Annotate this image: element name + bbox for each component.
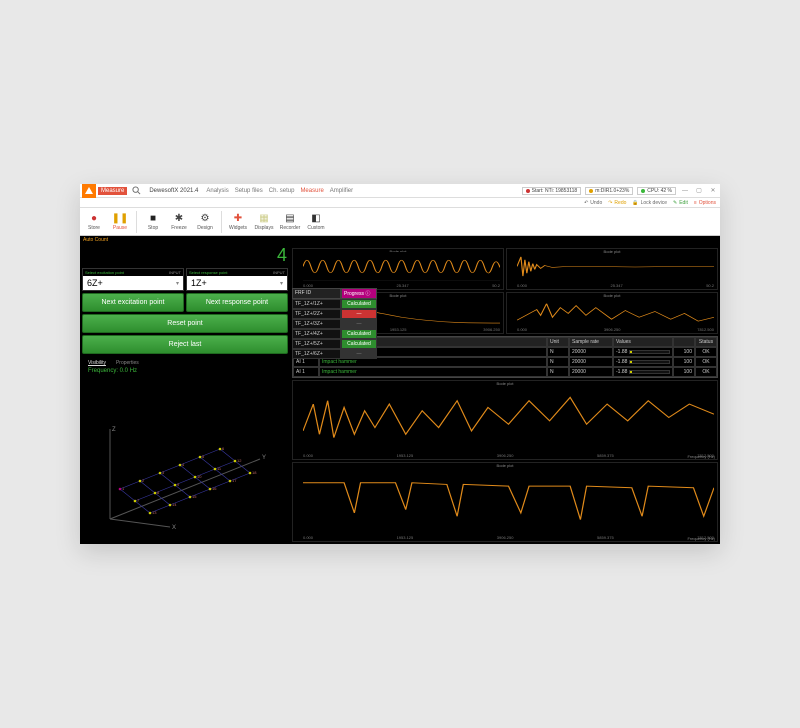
svg-text:17: 17 (232, 478, 237, 483)
bode-plot-1[interactable]: Bode plot 0.00025.34750.2 (292, 248, 504, 290)
svg-text:7: 7 (137, 498, 140, 503)
svg-text:8: 8 (157, 490, 160, 495)
svg-text:15: 15 (192, 494, 197, 499)
svg-text:Z: Z (112, 427, 116, 433)
bode-plot-wide-2[interactable]: Bode plot 0.0001953.1253906.2505859.3757… (292, 462, 718, 542)
custom-button[interactable]: ◧Custom (304, 210, 328, 234)
reset-point-button[interactable]: Reset point (82, 314, 288, 333)
tab-measure[interactable]: Measure (300, 188, 323, 194)
hit-counter: 4 (260, 244, 290, 266)
svg-text:6: 6 (222, 446, 225, 451)
app-logo-icon (82, 184, 96, 198)
store-button[interactable]: ●Store (82, 210, 106, 234)
bode-plot-2[interactable]: Bode plot 0.00025.34750.2 (506, 248, 718, 290)
svg-text:16: 16 (212, 486, 217, 491)
svg-text:1: 1 (122, 486, 125, 491)
edit-button[interactable]: ✎ Edit (673, 200, 688, 206)
app-window: Measure DewesoftX 2021.4 Analysis Setup … (80, 184, 720, 544)
titlebar: Measure DewesoftX 2021.4 Analysis Setup … (80, 184, 720, 198)
displays-button[interactable]: ▦Displays (252, 210, 276, 234)
freeze-button[interactable]: ✱Freeze (167, 210, 191, 234)
geometry-3d-view[interactable]: ZYX123456789101112131415161718 (80, 374, 290, 544)
chevron-down-icon[interactable]: ▾ (280, 280, 283, 287)
svg-text:13: 13 (152, 510, 157, 515)
tab-setupfiles[interactable]: Setup files (235, 188, 263, 194)
pause-button[interactable]: ❚❚Pause (108, 210, 132, 234)
content-area: 4 Select excitation pointINPUT 6Z+▾ Sele… (80, 244, 720, 544)
status-badge-2: m:DIR1.0+23% (585, 187, 633, 195)
autocount-bar: Auto Count (80, 236, 720, 244)
lock-device-button[interactable]: 🔒 Lock device (632, 200, 667, 206)
subbar: ↶ Undo ↷ Redo 🔒 Lock device ✎ Edit ≡ Opt… (80, 198, 720, 208)
tab-amplifier[interactable]: Amplifier (330, 188, 353, 194)
response-field[interactable]: Select response pointINPUT 1Z+▾ (186, 268, 288, 291)
viz-tabs: Visibility Properties (80, 356, 290, 366)
left-pane: 4 Select excitation pointINPUT 6Z+▾ Sele… (80, 244, 290, 544)
svg-text:12: 12 (237, 458, 242, 463)
svg-text:5: 5 (202, 454, 205, 459)
app-title: DewesoftX 2021.4 (149, 188, 198, 194)
frequency-label: Frequency: 0.0 Hz (80, 366, 290, 374)
mode-badge: Measure (98, 187, 127, 195)
next-response-button[interactable]: Next response point (186, 293, 288, 312)
tab-chsetup[interactable]: Ch. setup (269, 188, 295, 194)
tab-analysis[interactable]: Analysis (206, 188, 228, 194)
undo-button[interactable]: ↶ Undo (584, 200, 602, 206)
svg-text:Y: Y (262, 455, 266, 461)
svg-text:14: 14 (172, 502, 177, 507)
svg-text:2: 2 (142, 478, 145, 483)
minimize-button[interactable]: — (680, 188, 690, 194)
excitation-field[interactable]: Select excitation pointINPUT 6Z+▾ (82, 268, 184, 291)
bode-plot-wide-1[interactable]: Bode plot 0.0001953.1253906.2505859.3757… (292, 380, 718, 460)
recorder-button[interactable]: ▤Recorder (278, 210, 302, 234)
close-button[interactable]: ✕ (708, 187, 718, 194)
toolbar: ●Store❚❚Pause ■Stop✱Freeze⚙Design ✚Widgets… (80, 208, 720, 236)
widgets-button[interactable]: ✚Widgets (226, 210, 250, 234)
svg-text:3: 3 (162, 470, 165, 475)
design-button[interactable]: ⚙Design (193, 210, 217, 234)
maximize-button[interactable]: ▢ (694, 187, 704, 194)
svg-text:9: 9 (177, 482, 180, 487)
next-excitation-button[interactable]: Next excitation point (82, 293, 184, 312)
options-button[interactable]: ≡ Options (694, 200, 716, 206)
chevron-down-icon[interactable]: ▾ (176, 280, 179, 287)
status-badge-1: Start: NTi: 19853118 (522, 187, 582, 195)
svg-text:18: 18 (252, 470, 257, 475)
bode-plot-4[interactable]: Bode plot 0.0003906.2507812.500 (506, 292, 718, 334)
redo-button[interactable]: ↷ Redo (608, 200, 626, 206)
status-badge-3: CPU: 42 % (637, 187, 676, 195)
svg-text:10: 10 (197, 474, 202, 479)
reject-last-button[interactable]: Reject last (82, 335, 288, 354)
search-icon[interactable] (129, 184, 143, 198)
svg-text:X: X (172, 525, 176, 531)
stop-button[interactable]: ■Stop (141, 210, 165, 234)
top-tabs: Analysis Setup files Ch. setup Measure A… (206, 188, 353, 194)
svg-text:4: 4 (182, 462, 185, 467)
